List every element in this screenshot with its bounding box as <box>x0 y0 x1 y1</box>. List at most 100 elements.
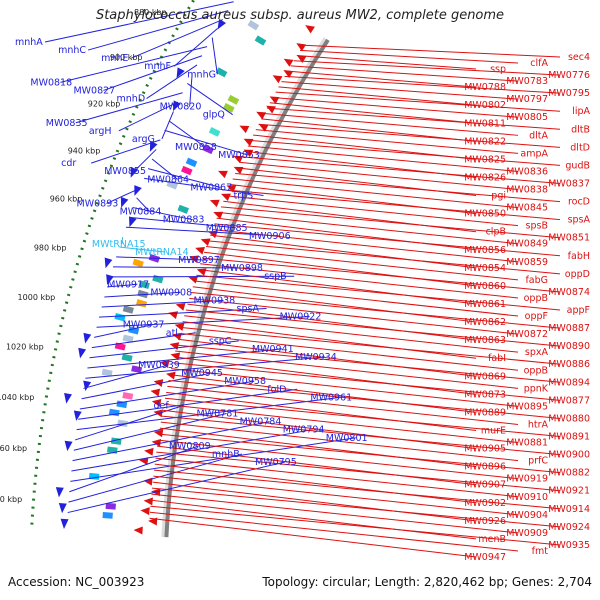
gene-label: mnhB <box>212 449 240 460</box>
kbp-tick-label: 880 kbp <box>134 8 167 17</box>
gene-connector-line <box>133 149 157 172</box>
gene-label: MW0881 <box>506 438 548 449</box>
gene-connector-line <box>153 475 519 516</box>
gene-connector-line <box>157 439 519 480</box>
kbp-tick-label: 1040 kbp <box>0 393 34 402</box>
gene-connector-line <box>161 111 174 140</box>
gene-connector-line <box>250 140 561 166</box>
gene-label: MW0863 <box>464 335 506 346</box>
cog-feature-block <box>215 67 228 78</box>
gene-connector-line <box>161 415 561 456</box>
gene-label: murE <box>481 425 506 436</box>
gene-connector-line <box>101 299 224 308</box>
gene-connector-line <box>116 256 209 261</box>
kbp-tick-label: 940 kbp <box>68 147 101 156</box>
gene-connector-line <box>172 362 561 401</box>
gene-connector-line <box>119 246 166 253</box>
gene-connector-line <box>110 275 295 278</box>
gene-connector-line <box>255 129 519 154</box>
gene-connector-line <box>194 280 519 317</box>
gene-label: MW0795 <box>548 88 590 99</box>
kbp-tick-label: 900 kbp <box>110 53 143 62</box>
gene-label: MW0891 <box>548 432 590 443</box>
gene-label: fabI <box>488 353 506 364</box>
gene-label: MW0893 <box>77 199 119 210</box>
gene-connector-line <box>168 379 561 419</box>
cog-feature-block <box>135 299 148 308</box>
gene-label: gudB <box>565 160 590 171</box>
gene-connector-line <box>192 286 477 323</box>
cog-feature-block <box>114 313 126 322</box>
reverse-gene-arrow <box>256 111 267 120</box>
forward-gene-arrow <box>78 347 87 359</box>
gene-label: clpB <box>486 227 506 238</box>
cog-feature-block <box>227 94 240 105</box>
gene-label: MW0838 <box>506 185 548 196</box>
forward-gene-arrow <box>55 487 64 498</box>
reverse-gene-arrow <box>175 303 186 311</box>
gene-label: MW0937 <box>123 320 165 331</box>
gene-connector-line <box>167 385 519 425</box>
gene-label: MW0783 <box>506 76 548 87</box>
reverse-gene-arrow <box>209 199 220 208</box>
gene-label: atl <box>166 328 178 339</box>
gene-connector-line <box>91 332 196 349</box>
reverse-gene-arrow <box>140 507 150 516</box>
gene-label: MW0781 <box>197 409 239 420</box>
gene-connector-line <box>118 101 179 132</box>
gene-connector-line <box>164 397 561 438</box>
cog-feature-block <box>166 180 179 190</box>
gene-label: MW0776 <box>548 70 590 81</box>
reverse-gene-arrow <box>200 238 211 247</box>
gene-label: MW0887 <box>548 323 590 334</box>
gene-connector-line <box>151 493 519 534</box>
reverse-gene-arrow <box>150 388 161 397</box>
gene-connector-line <box>281 81 519 100</box>
cog-feature-block <box>102 512 113 519</box>
gene-label: oppD <box>565 269 590 280</box>
gene-connector-line <box>94 324 153 338</box>
gene-label: MW0784 <box>240 417 282 428</box>
gene-label: clfA <box>530 58 548 69</box>
backbone-arc <box>164 38 330 538</box>
gene-connector-line <box>240 161 519 191</box>
gene-connector-line <box>76 396 341 431</box>
gene-connector-line <box>151 158 178 180</box>
gene-label: MW0827 <box>73 85 115 96</box>
gene-label: mnhE <box>101 53 128 64</box>
gene-connector-line <box>189 74 193 107</box>
gene-connector-line <box>232 178 519 209</box>
gene-connector-line <box>153 469 561 510</box>
cog-feature-block <box>131 365 143 374</box>
reverse-gene-arrow <box>138 457 149 466</box>
cog-feature-block <box>122 392 134 400</box>
gene-label: MW0867 <box>190 182 232 193</box>
gene-connector-line <box>202 257 561 293</box>
gene-label: MW0907 <box>464 480 506 491</box>
gene-label: MW0900 <box>548 450 590 461</box>
gene-connector-line <box>210 234 477 269</box>
gene-label: MW0795 <box>255 457 297 468</box>
gene-connector-line <box>290 65 519 82</box>
reverse-gene-arrow <box>233 155 244 164</box>
gene-label: MW0877 <box>548 395 590 406</box>
cog-feature-block <box>137 289 149 299</box>
gene-connector-line <box>69 445 200 493</box>
gene-label: MW0882 <box>548 468 590 479</box>
gene-connector-line <box>206 246 519 281</box>
gene-connector-line <box>147 168 221 188</box>
gene-connector-line <box>200 263 519 299</box>
gene-connector-line <box>175 350 519 389</box>
kbp-tick-label: 1080 kbp <box>0 495 22 504</box>
gene-connector-line <box>136 197 150 212</box>
gene-label: MW0850 <box>464 209 506 220</box>
gene-connector-line <box>182 321 477 359</box>
gene-label: argH <box>89 126 112 137</box>
gene-label: MW0890 <box>548 341 590 352</box>
gene-label: dltD <box>570 142 590 153</box>
forward-gene-arrow <box>217 18 227 30</box>
gene-connector-line <box>169 374 477 413</box>
gene-label: MW0797 <box>506 94 548 105</box>
cog-feature-block <box>122 305 134 314</box>
